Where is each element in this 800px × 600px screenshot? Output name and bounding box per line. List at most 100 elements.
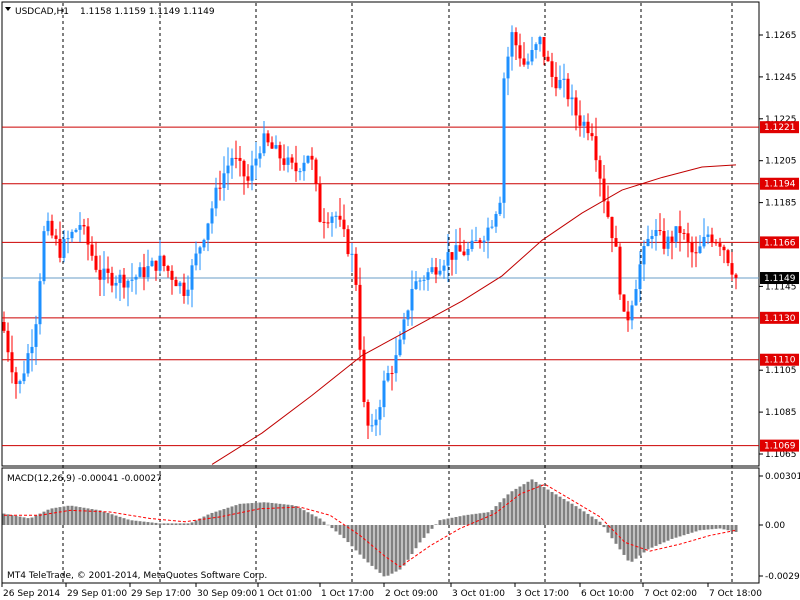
candle-body [502,78,506,203]
candle-body [490,226,494,228]
candle-body [678,226,682,233]
macd-bar [30,517,34,525]
candle-body [654,230,658,237]
macd-bar [494,506,498,525]
candle-body [542,36,546,57]
candle-body [54,235,58,239]
macd-bar [62,506,66,525]
level-badge [760,177,799,190]
macd-bar [18,516,22,525]
candle-body [78,225,82,230]
macd-bar [310,514,314,525]
candle-body [246,176,250,181]
macd-bar [510,491,514,525]
candle-body [90,244,94,256]
candle-body [410,288,414,311]
macd-bar [530,479,534,525]
candle-body [514,32,518,46]
candle-body [278,145,282,159]
candle-body [130,279,134,281]
candle-body [110,272,114,286]
macd-bar [694,525,698,532]
candle-body [482,240,486,243]
candle-body [106,268,110,273]
candle-body [614,238,618,247]
candle-body [18,381,22,385]
candle-body [382,380,386,408]
macd-bar [670,525,674,539]
candle-body [182,282,186,296]
candle-body [250,165,254,181]
macd-bar [162,523,166,525]
macd-bar [502,498,506,525]
macd-bar [42,511,46,525]
candle-body [218,187,222,189]
candle-body [210,208,214,224]
macd-bar [550,491,554,525]
candle-body [394,355,398,374]
candle-body [698,246,702,254]
time-axis: 26 Sep 2014 29 Sep 01:00 29 Sep 17:00 30 Se… [1,583,762,599]
candle-body [6,330,10,353]
macd-bar [70,505,74,525]
macd-bar [206,514,210,525]
candle-body [254,158,258,166]
x-tick-label: 2 Oct 09:00 [385,589,438,599]
candle-body [150,260,154,267]
x-tick-label: 29 Sep 01:00 [67,589,127,599]
macd-bar [234,505,238,525]
current-price-label: 1.1149 [764,274,796,284]
candle-body [322,221,326,223]
candle-body [70,231,74,239]
moving-average [211,164,737,465]
current-price-badge [760,272,799,285]
candle-body [714,242,718,244]
macd-bar [490,510,494,525]
dropdown-arrow-icon[interactable] [5,7,11,11]
candle-body [178,282,182,287]
macd-bar [582,511,586,525]
candle-body [622,294,626,312]
macd-tick-label: -0.00293 [765,572,800,582]
candle-body [22,373,26,382]
candle-body [726,250,730,264]
macd-bar [258,502,262,525]
candle-body [518,45,522,59]
y-tick-label: 1.1085 [765,408,797,418]
candle-body [466,248,470,256]
macd-bar [346,525,350,543]
macd-bar [26,518,30,525]
candle-body [566,78,570,100]
macd-bar [342,525,346,539]
level-badge-label: 1.1194 [764,180,796,190]
macd-bar [638,525,642,556]
macd-bar [78,507,82,525]
candle-body [530,49,534,62]
macd-bar [554,494,558,525]
macd-bar [86,508,90,525]
macd-bar [2,513,6,525]
level-badge [760,353,799,366]
candle-body [406,310,410,320]
macd-bar [270,502,274,525]
candle-body [238,157,242,161]
macd-bar [114,515,118,525]
candle-body [146,266,150,278]
candlesticks [2,25,738,439]
candle-body [226,165,230,174]
candle-body [666,236,670,249]
macd-bar [394,525,398,572]
macd-bar [350,525,354,547]
macd-bar [646,525,650,550]
candle-body [326,222,330,224]
macd-label: MACD(12,26,9) [7,474,75,484]
y-tick-label: 1.1145 [765,282,797,292]
candle-body [310,155,314,160]
candle-body [302,162,306,172]
level-badge-label: 1.1166 [764,238,796,248]
candle-body [538,36,542,45]
macd-bar [10,515,14,525]
macd-axis: 0.00301 0.00 -0.00293 [759,472,800,582]
macd-bar [294,505,298,525]
